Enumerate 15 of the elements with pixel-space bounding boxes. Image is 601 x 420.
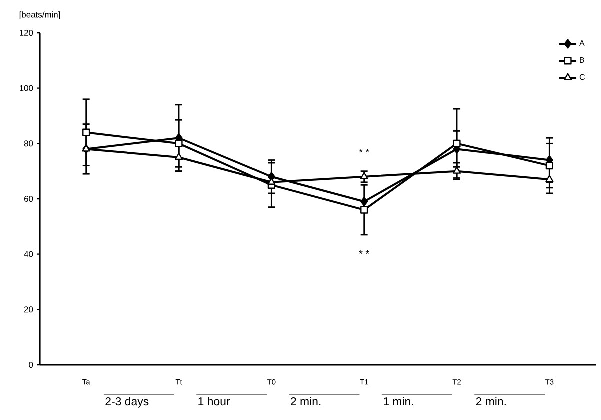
y-axis-title: [beats/min] <box>20 12 60 20</box>
y-tick-label: 80 <box>24 140 34 147</box>
y-tick-label: 120 <box>20 30 34 36</box>
annotation: * * <box>359 148 370 152</box>
text: 2-3 days <box>106 397 149 408</box>
text: 1 hour <box>198 397 230 406</box>
y-tick-label: 20 <box>24 306 34 313</box>
y-tick-label: 40 <box>24 251 34 258</box>
text: 2 min. <box>476 397 506 406</box>
annotation: * * <box>359 250 370 254</box>
text: 1 min. <box>384 397 414 406</box>
text: 2 min. <box>291 397 321 406</box>
y-tick-label: 0 <box>29 362 34 368</box>
y-tick-label: 100 <box>20 85 34 92</box>
y-tick-label: 60 <box>24 196 34 202</box>
